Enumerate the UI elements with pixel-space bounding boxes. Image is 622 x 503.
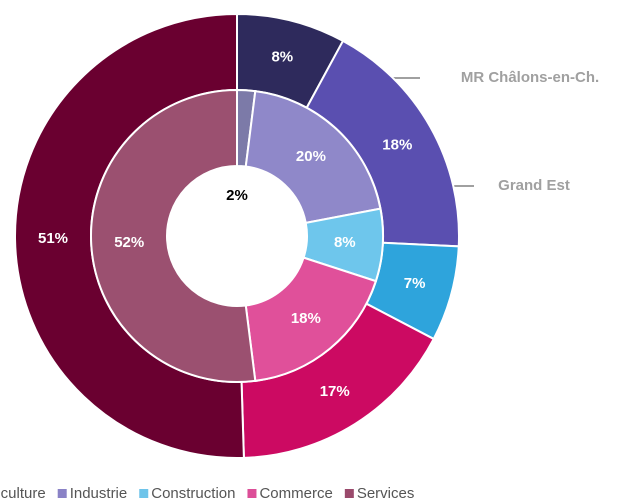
legend-label: Services <box>357 485 415 502</box>
data-label: 7% <box>404 275 426 292</box>
data-label: 8% <box>334 234 356 251</box>
legend-marker <box>57 489 67 498</box>
data-label: 20% <box>296 148 326 165</box>
legend-marker <box>139 489 149 498</box>
series-annotation: Grand Est <box>498 177 570 194</box>
legend-label: Construction <box>151 485 235 502</box>
data-label: 18% <box>291 310 321 327</box>
data-label: 52% <box>114 234 144 251</box>
donut-slice <box>244 256 378 382</box>
data-label: 2% <box>226 187 248 204</box>
legend-label: Agriculture <box>0 485 46 502</box>
donut-slice <box>244 90 382 225</box>
legend-label: Commerce <box>259 485 332 502</box>
data-label: 8% <box>271 49 293 66</box>
donut-slice <box>90 88 257 383</box>
data-label: 18% <box>382 137 412 154</box>
legend-label: Industrie <box>70 485 128 502</box>
legend-marker <box>344 489 354 498</box>
legend-marker <box>247 489 257 498</box>
series-annotation: MR Châlons-en-Ch. <box>461 69 599 86</box>
data-label: 51% <box>38 230 68 247</box>
data-label: 17% <box>320 383 350 400</box>
